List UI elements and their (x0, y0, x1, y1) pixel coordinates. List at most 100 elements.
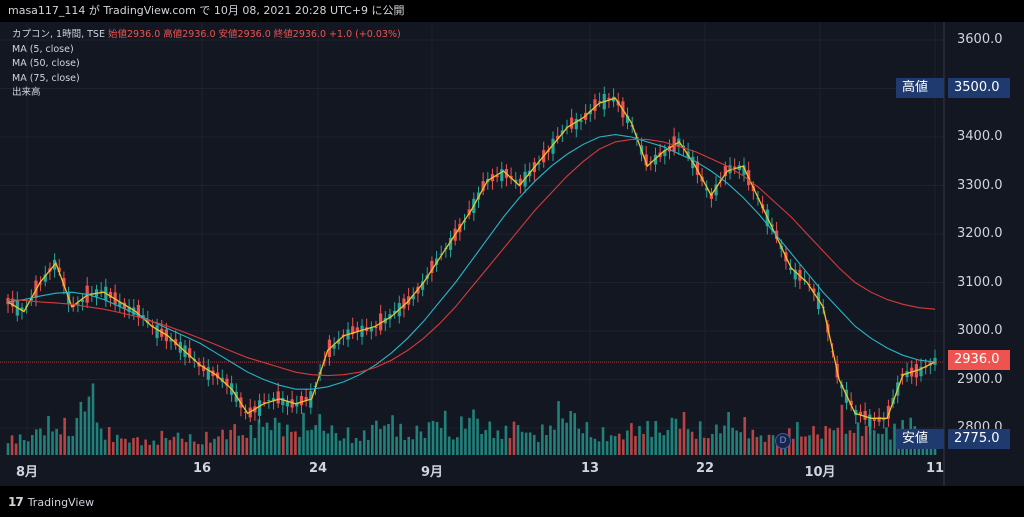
volume-bar (553, 429, 556, 455)
volume-bar (666, 430, 670, 455)
tradingview-logo-icon: 17 (8, 495, 24, 509)
candle-body (439, 253, 443, 255)
volume-bar (358, 440, 362, 455)
volume-bar (735, 430, 738, 455)
volume-bar (107, 427, 111, 455)
volume-bar (812, 426, 815, 455)
volume-bar (662, 435, 666, 455)
volume-bar (565, 422, 568, 455)
volume-bar (488, 421, 492, 455)
volume-bar (314, 425, 317, 455)
low-label: 安値 (896, 429, 944, 449)
volume-bar (14, 443, 18, 455)
volume-bar (856, 422, 860, 455)
volume-bar (727, 411, 730, 455)
volume-bar (800, 436, 803, 455)
volume-bar (561, 418, 564, 455)
candle-body (332, 344, 336, 349)
volume-bar (387, 423, 390, 455)
candle-body (570, 117, 574, 129)
volume-bar (26, 441, 30, 455)
volume-bar (99, 428, 103, 455)
candle-body (11, 298, 15, 307)
candle-body (588, 110, 592, 115)
low-value: 2775.0 (948, 429, 1010, 449)
candle-body (132, 307, 136, 315)
candle-body (518, 178, 523, 185)
volume-bar (893, 423, 896, 455)
volume-bar (71, 435, 75, 455)
price-tick-label: 3000.0 (957, 323, 1003, 338)
candle-body (276, 391, 280, 404)
high-label: 高値 (896, 78, 944, 98)
volume-bar (148, 444, 151, 455)
volume-bar (852, 432, 856, 455)
volume-bar (638, 426, 641, 455)
volume-bar (192, 441, 196, 455)
volume-bar (91, 383, 95, 455)
candle-body (225, 378, 229, 386)
volume-bar (342, 438, 346, 455)
volume-bar (885, 427, 888, 455)
volume-bar (650, 436, 653, 455)
volume-bar (792, 438, 795, 455)
volume-bar (217, 436, 220, 455)
legend-symbol[interactable]: カプコン, 1時間, TSE (12, 29, 105, 40)
volume-bar (581, 433, 585, 455)
volume-bar (366, 439, 370, 455)
candle-body (374, 326, 378, 329)
candle-body (854, 409, 858, 416)
legend-ma75[interactable]: MA (75, close) (12, 72, 80, 84)
tradingview-brand: TradingView (27, 495, 95, 509)
candle-body (57, 267, 61, 272)
volume-bar (229, 429, 232, 455)
volume-bar (601, 427, 605, 455)
volume-bar (532, 434, 536, 455)
candle-body (667, 146, 672, 152)
candle-body (663, 150, 667, 156)
volume-bar (840, 404, 844, 455)
volume-bar (115, 434, 119, 455)
volume-bar (269, 430, 273, 455)
volume-bar (435, 421, 439, 455)
candle-body (295, 403, 299, 407)
legend-volume[interactable]: 出来高 (12, 87, 41, 98)
tradingview-logo[interactable]: 17 TradingView (8, 495, 94, 509)
volume-bar (6, 443, 10, 455)
price-tick-label: 3300.0 (957, 177, 1003, 193)
volume-bar (512, 421, 516, 455)
candle-body (80, 299, 85, 303)
dividend-marker-icon[interactable]: D (775, 433, 791, 449)
volume-bar (658, 432, 662, 455)
volume-bar (573, 413, 577, 455)
legend-ma50[interactable]: MA (50, close) (12, 58, 80, 69)
candle-body (723, 165, 727, 177)
volume-bar (597, 441, 601, 455)
volume-bar (933, 443, 937, 455)
candle-body (351, 326, 355, 335)
price-tick-label: 3600.0 (957, 32, 1003, 47)
candle-body (379, 313, 383, 331)
volume-bar (723, 425, 726, 455)
volume-bar (338, 440, 342, 455)
candle-body (574, 119, 578, 130)
volume-bar (569, 411, 572, 455)
volume-bar (872, 430, 876, 455)
volume-bar (63, 417, 66, 455)
candle-body (304, 396, 308, 401)
volume-bar (79, 401, 83, 455)
candle-body (863, 410, 867, 420)
volume-bar (201, 444, 204, 455)
candle-body (122, 302, 127, 309)
volume-bar (711, 433, 714, 455)
volume-bar (820, 438, 823, 455)
volume-bar (225, 439, 228, 455)
candle-body (933, 357, 937, 365)
candle-body (62, 278, 66, 287)
volume-bar (443, 410, 447, 455)
volume-bar (828, 428, 832, 455)
legend-ma5[interactable]: MA (5, close) (12, 43, 74, 55)
candle-body (188, 348, 192, 358)
volume-bar (95, 422, 99, 455)
